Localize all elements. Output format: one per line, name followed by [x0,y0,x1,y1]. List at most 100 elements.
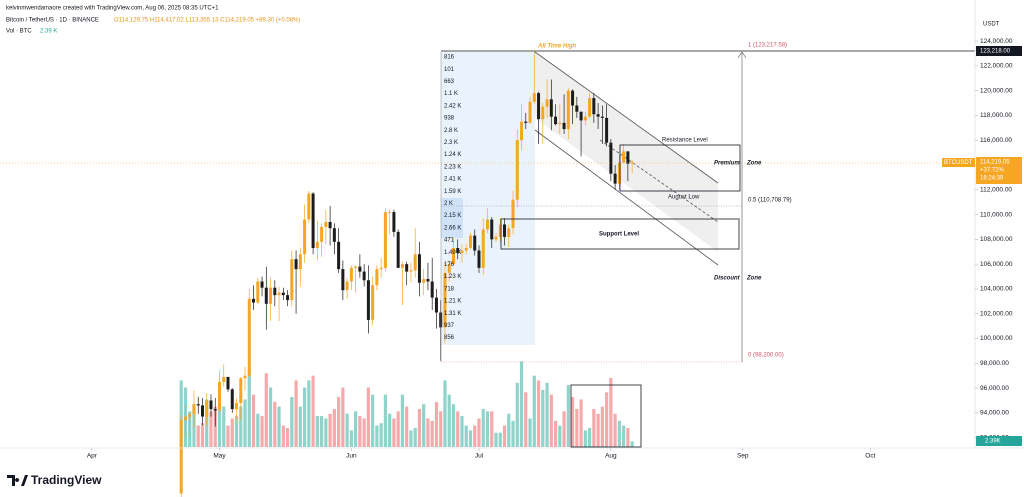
candle-body [349,267,353,282]
volume-bar [213,406,217,447]
candle-body [235,402,239,410]
candle-body [315,241,319,249]
volume-bar [234,416,239,447]
volume-bar [464,425,468,447]
volume-profile-label: 1.1 K [444,91,458,97]
volume-profile-label: 2.66 K [444,225,461,231]
candle-body [337,241,341,270]
candle-body [571,90,575,106]
volume-profile-label: 101 [444,67,455,73]
discount-label: Discount [714,276,741,282]
volume-bar [566,385,570,447]
ath-tag [976,46,1022,56]
august-low-label: August Low [668,195,700,201]
candle-layer [179,50,634,497]
candle-body [379,267,383,270]
candle-body [230,389,234,410]
volume-bar [222,406,226,447]
y-tick-label: 118,000.00 [980,112,1012,119]
y-tick-label: 112,000.00 [980,187,1012,194]
y-tick-label: 108,000.00 [980,236,1013,243]
candle-body [179,420,183,494]
volume-bar [430,420,434,447]
volume-bar [622,425,626,447]
candle-body [456,248,460,253]
candle-body [558,122,562,125]
volume-profile-label: 816 [444,55,455,61]
candle-body [354,266,358,268]
volume-bar [413,427,417,447]
candle-body [405,264,409,272]
volume-bar [294,380,298,447]
candle-body [341,269,345,291]
candle-body [528,101,532,123]
candle-body [303,219,307,255]
volume-bar [371,394,375,447]
volume-bar [273,401,277,447]
candle-body [443,272,447,328]
fib-label: 0 (98,200.00) [748,353,784,359]
volume-bar [392,418,396,447]
volume-bar [332,408,336,447]
volume-profile-label: 938 [444,116,455,122]
volume-bar [345,413,349,447]
volume-profile-label: 2.15 K [444,213,461,219]
volume-profile-label: 2.8 K [444,128,458,134]
candle-body [324,222,328,227]
candle-body [286,295,290,301]
candle-body [422,279,426,283]
candle-body [490,219,494,240]
candle-body [196,404,200,406]
volume-bar [528,418,532,447]
candle-body [311,193,315,249]
candle-body [566,90,570,130]
volume-bar [358,416,362,447]
logo-text: TradingView [31,473,102,487]
volume-bar [630,441,634,447]
volume-bar [609,378,613,447]
y-tick-label: 122,000.00 [980,63,1013,70]
y-tick-label: 120,000.00 [980,87,1013,94]
volume-profile-label: 937 [444,323,455,329]
candle-body [507,228,511,237]
candle-body [392,212,396,232]
candle-body [609,142,613,174]
y-tick-label: 104,000.00 [980,286,1013,293]
candle-body [247,298,251,376]
volume-bar [422,404,426,447]
candle-body [473,235,477,251]
volume-title: Vol · BTC [6,29,32,35]
y-tick-label: 116,000.00 [980,137,1012,144]
volume-profile-label: 1.31 K [444,311,461,317]
candle-body [468,235,472,249]
candle-body [205,400,209,417]
candle-body [579,111,583,121]
volume-bar [507,413,511,447]
volume-bar [570,397,575,447]
ohlc-text: O114,129.75 H114,417.02 L113,355.13 C114… [114,18,300,24]
volume-profile-label: 718 [444,286,455,292]
volume-bar [196,425,200,447]
candle-body [447,264,451,273]
volume-bar [545,382,549,447]
volume-profile-labels: 816 101 663 1.1 K 2.42 K 938 2.8 K 2.3 K 1.24 K 2… [444,55,461,342]
volume-value: 2.39 K [40,29,57,35]
candle-body [375,269,379,286]
volume-bar [383,394,388,447]
candle-body [617,162,621,184]
volume-bar [532,375,536,447]
volume-tag [976,436,1022,446]
volume-bar [439,411,443,447]
candle-body [320,226,324,242]
volume-bar [575,408,579,447]
volume-bar [251,394,256,447]
volume-bar [209,411,213,447]
volume-bar [264,373,268,447]
volume-bar [460,416,464,447]
volume-bar [519,361,524,447]
candle-body [486,219,489,230]
volume-bar [217,397,222,447]
support-box [500,218,740,250]
candle-body [200,405,204,417]
volume-bar [379,423,383,447]
